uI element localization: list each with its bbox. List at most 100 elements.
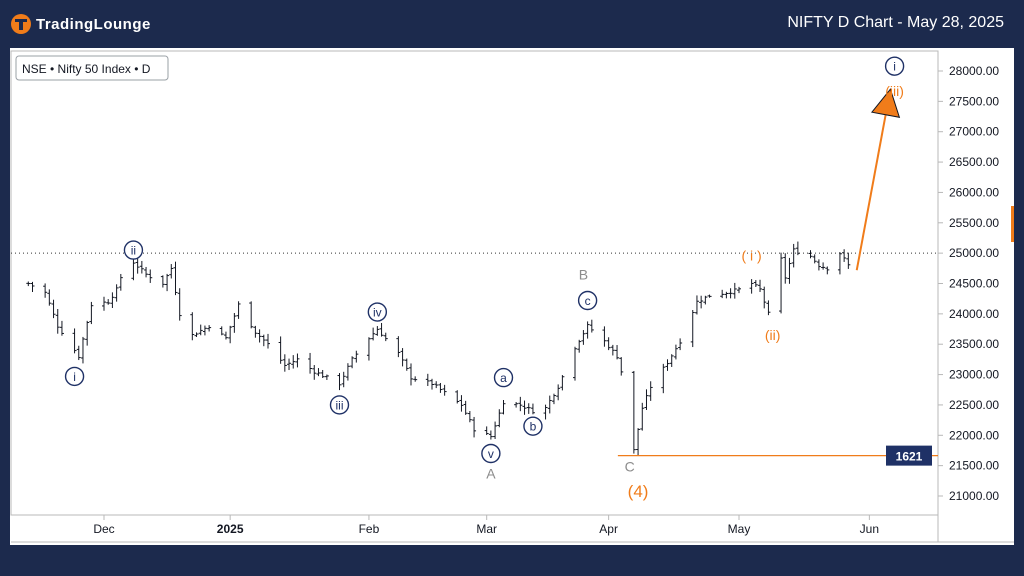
ohlc-bar (556, 384, 561, 401)
projection-arrow-head (870, 88, 901, 118)
ohlc-bar (223, 331, 228, 340)
ohlc-bar (442, 384, 447, 396)
ohlc-bar (76, 345, 81, 361)
ohlc-bar (219, 326, 224, 336)
ohlc-bar (257, 329, 262, 343)
ohlc-bar (551, 393, 556, 405)
ohlc-bar (779, 252, 784, 314)
ohlc-bar (198, 324, 203, 336)
ohlc-bar (59, 320, 64, 336)
wave-label: iv (373, 306, 382, 320)
ohlc-bar (202, 325, 207, 336)
ohlc-bar (589, 319, 594, 333)
wave-label: (iii) (885, 83, 904, 99)
wave-label: B (579, 266, 588, 282)
ohlc-bar (337, 373, 342, 391)
wave-label-circle (329, 395, 350, 415)
ohlc-bar (30, 281, 35, 293)
ohlc-bar (791, 243, 796, 268)
ohlc-bar (408, 363, 413, 386)
ohlc-bar (266, 333, 271, 349)
ohlc-bar (837, 252, 842, 275)
ohlc-bar (669, 354, 674, 367)
ohlc-bar (463, 400, 468, 415)
ohlc-bar (102, 296, 106, 311)
y-tick-label: 27500.00 (949, 94, 999, 108)
x-tick-label: 2025 (217, 522, 244, 536)
ohlc-bar (144, 266, 149, 278)
ohlc-bar (602, 326, 607, 347)
ohlc-bar (278, 336, 283, 364)
ohlc-bar (341, 371, 346, 388)
ohlc-bar (728, 288, 733, 299)
wave-label-circle (123, 240, 144, 260)
ohlc-bar (404, 358, 409, 371)
chart-panel: NSE • Nifty 50 Index • D 28000.00 27500.0… (10, 48, 1014, 545)
wave-label-circle (523, 416, 543, 436)
ohlc-bar (636, 428, 641, 456)
ohlc-bar (228, 325, 233, 344)
support-badge-label: 1621 (896, 450, 923, 464)
ohlc-bar (383, 332, 388, 342)
ohlc-bar (846, 252, 851, 269)
header-bar: TradingLounge NIFTY D Chart - May 28, 20… (0, 0, 1024, 48)
wave-label-circle (367, 302, 388, 322)
wave-label: c (585, 294, 591, 308)
wave-label: ii (131, 244, 136, 258)
ohlc-bar (631, 370, 636, 454)
ohlc-bar (825, 266, 830, 275)
ohlc-bar (518, 396, 523, 412)
ohlc-bar (324, 374, 329, 380)
x-tick-label: May (728, 522, 751, 536)
wave-label-circle (884, 56, 905, 76)
projection-arrow-shaft (855, 114, 887, 271)
ohlc-bar (665, 359, 670, 371)
ohlc-bar (720, 289, 725, 299)
ohlc-bar (287, 358, 292, 371)
wave-label: (ii) (765, 327, 781, 343)
ohlc-bar (434, 381, 439, 389)
wave-label: (4) (628, 482, 649, 501)
wave-label: a (500, 371, 507, 385)
ohlc-bar (261, 334, 266, 347)
ohlc-bar (762, 286, 767, 309)
ohlc-bar (72, 328, 77, 354)
ohlc-bar (644, 389, 649, 410)
ohlc-bar (724, 291, 729, 299)
y-tick-label: 26000.00 (949, 185, 999, 199)
ohlc-bar (366, 337, 371, 361)
ohlc-bar (80, 336, 85, 364)
ohlc-bar (316, 368, 321, 377)
logo-icon (11, 14, 31, 34)
ohlc-bar (543, 404, 548, 420)
ohlc-bar (118, 273, 123, 291)
ohlc-bar (812, 254, 817, 264)
ohlc-bar (379, 322, 384, 337)
wave-label-circle (493, 367, 514, 388)
wave-label: iii (335, 398, 343, 412)
ohlc-bar (610, 344, 615, 356)
ohlc-bar (282, 354, 287, 372)
ohlc-bar (160, 275, 165, 288)
y-tick-label: 23500.00 (949, 337, 999, 351)
ohlc-bar (766, 300, 771, 316)
y-tick-label: 25500.00 (949, 216, 999, 230)
ohlc-bar (758, 279, 763, 293)
ohlc-bar (345, 363, 350, 381)
ohlc-bar (425, 373, 430, 387)
price-scale-handle[interactable] (1011, 206, 1014, 242)
y-tick-label: 27000.00 (949, 125, 999, 139)
ohlc-bar (606, 337, 611, 351)
symbol-label-box (15, 55, 169, 81)
x-tick-label: Dec (93, 522, 114, 536)
nifty-chart: NSE • Nifty 50 Index • D 28000.00 27500.0… (10, 50, 1014, 543)
ohlc-bar (673, 344, 678, 360)
ohlc-bar (619, 357, 624, 376)
wave-label-circle (481, 443, 501, 464)
ohlc-bar (577, 339, 582, 353)
ohlc-bar (560, 375, 565, 391)
ohlc-bar (585, 321, 590, 339)
y-tick-label: 28000.00 (949, 64, 999, 78)
ohlc-bar (131, 257, 136, 281)
ohlc-bar (43, 283, 48, 298)
